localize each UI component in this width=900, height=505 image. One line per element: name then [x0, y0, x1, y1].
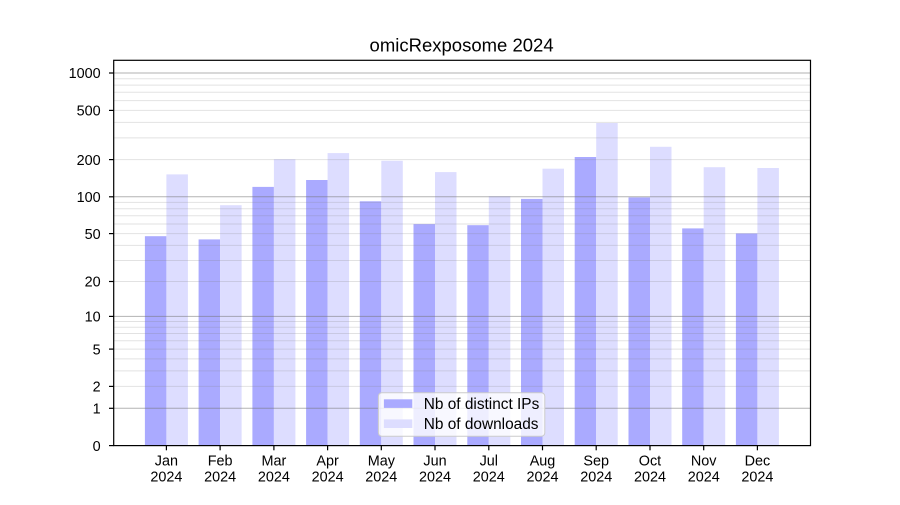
svg-text:Apr: Apr [316, 454, 339, 470]
svg-text:2024: 2024 [634, 470, 666, 486]
svg-text:2024: 2024 [688, 470, 720, 486]
svg-text:2024: 2024 [526, 470, 558, 486]
svg-text:2024: 2024 [419, 470, 451, 486]
svg-text:Nb of downloads: Nb of downloads [424, 416, 539, 433]
svg-text:10: 10 [85, 310, 101, 326]
svg-text:Jul: Jul [480, 454, 498, 470]
svg-text:Oct: Oct [639, 454, 661, 470]
svg-text:Sep: Sep [583, 454, 609, 470]
svg-text:20: 20 [85, 275, 101, 291]
svg-text:Nb of distinct IPs: Nb of distinct IPs [424, 396, 540, 413]
svg-text:100: 100 [77, 190, 101, 206]
svg-text:2024: 2024 [258, 470, 290, 486]
svg-text:Mar: Mar [262, 454, 287, 470]
svg-text:Nov: Nov [691, 454, 717, 470]
svg-text:Jun: Jun [423, 454, 446, 470]
svg-text:omicRexposome 2024: omicRexposome 2024 [370, 34, 554, 55]
svg-text:Dec: Dec [745, 454, 771, 470]
svg-text:200: 200 [77, 153, 101, 169]
svg-text:500: 500 [77, 104, 101, 120]
svg-text:2024: 2024 [150, 470, 182, 486]
svg-text:50: 50 [85, 227, 101, 243]
svg-text:2024: 2024 [741, 470, 773, 486]
svg-text:Aug: Aug [530, 454, 556, 470]
svg-text:Feb: Feb [208, 454, 233, 470]
svg-text:2024: 2024 [473, 470, 505, 486]
svg-text:May: May [368, 454, 396, 470]
svg-text:1000: 1000 [69, 66, 101, 82]
svg-text:1: 1 [93, 401, 101, 417]
svg-text:2024: 2024 [365, 470, 397, 486]
svg-text:5: 5 [93, 342, 101, 358]
svg-text:2024: 2024 [204, 470, 236, 486]
svg-text:0: 0 [93, 439, 101, 455]
svg-text:2024: 2024 [312, 470, 344, 486]
svg-text:Jan: Jan [155, 454, 178, 470]
svg-text:2024: 2024 [580, 470, 612, 486]
svg-text:2: 2 [93, 380, 101, 396]
